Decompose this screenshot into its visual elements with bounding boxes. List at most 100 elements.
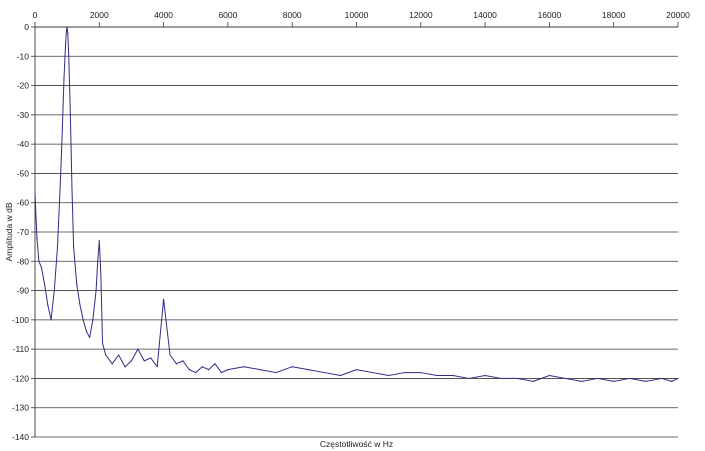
spectrum-data-point <box>105 354 107 356</box>
spectrum-data-point <box>72 246 75 248</box>
spectrum-data-point <box>130 360 133 362</box>
spectrum-data-point <box>71 187 73 189</box>
x-tick-label: 4000 <box>154 10 173 20</box>
spectrum-data-point <box>67 32 69 34</box>
spectrum-data-point <box>53 289 55 292</box>
x-tick-label: 0 <box>33 10 38 20</box>
spectrum-data-point <box>468 377 470 380</box>
spectrum-data-point <box>339 374 342 377</box>
x-tick-label: 2000 <box>90 10 109 20</box>
y-tick-label: -60 <box>17 198 30 208</box>
spectrum-data-point <box>76 284 78 286</box>
spectrum-data-point <box>323 371 325 374</box>
spectrum-data-point <box>34 193 36 195</box>
spectrum-data-point <box>117 354 120 356</box>
y-tick-label: -100 <box>12 315 29 325</box>
spectrum-data-point <box>645 380 647 382</box>
spectrum-data-point <box>188 369 190 371</box>
spectrum-data-point <box>169 354 171 356</box>
spectrum-data-point <box>38 260 40 262</box>
spectrum-data-point <box>629 377 631 380</box>
spectrum-data-point <box>82 319 84 321</box>
spectrum-data-point <box>61 128 63 131</box>
spectrum-data-point <box>137 348 139 350</box>
spectrum-data-point <box>95 289 97 292</box>
y-tick-label: -10 <box>17 51 30 61</box>
spectrum-data-point <box>532 380 534 382</box>
y-tick-label: -130 <box>12 403 29 413</box>
y-tick-label: -30 <box>17 110 30 120</box>
spectrum-data-point <box>195 371 197 374</box>
spectrum-data-point <box>516 377 518 380</box>
spectrum-data-point <box>500 377 502 380</box>
x-tick-label: 10000 <box>345 10 369 20</box>
spectrum-data-point <box>275 371 277 374</box>
spectrum-data-point <box>259 369 261 371</box>
spectrum-data-point <box>143 360 145 362</box>
spectrum-data-point <box>47 304 49 306</box>
spectrum-data-point <box>677 377 679 380</box>
spectrum-data-point <box>564 377 567 380</box>
spectrum-data-point <box>452 374 454 377</box>
spectrum-data-point <box>201 366 203 368</box>
series-layer <box>34 26 679 382</box>
spectrum-data-point <box>68 55 70 57</box>
spectrum-data-point <box>371 371 374 374</box>
spectrum-data-point <box>548 374 551 377</box>
y-tick-label: -140 <box>12 432 29 442</box>
y-tick-label: -90 <box>17 286 30 296</box>
axes <box>31 22 679 438</box>
x-tick-label: 14000 <box>473 10 497 20</box>
spectrum-data-point <box>163 298 165 300</box>
spectrum-data-point <box>64 43 67 46</box>
spectrum-data-point <box>101 342 104 344</box>
x-tick-label: 8000 <box>283 10 302 20</box>
spectrum-data-point <box>404 371 406 374</box>
spectrum-data-point <box>156 366 158 368</box>
spectrum-data-point <box>220 371 223 374</box>
x-tick-label: 20000 <box>666 10 690 20</box>
y-tick-label: -50 <box>17 168 30 178</box>
spectrum-data-point <box>50 319 52 321</box>
spectrum-data-point <box>40 266 43 268</box>
spectrum-data-point <box>388 374 390 377</box>
spectrum-data-point <box>85 330 88 333</box>
spectrum-data-point <box>150 357 152 359</box>
spectrum-data-point <box>580 380 583 382</box>
spectrum-data-point <box>243 366 245 368</box>
x-tick-label: 18000 <box>602 10 626 20</box>
spectrum-data-point <box>92 319 94 321</box>
spectrum-data-point <box>208 369 210 371</box>
spectrum-data-point <box>63 79 65 81</box>
spectrum-data-point <box>100 275 102 277</box>
spectrum-data-point <box>597 377 599 380</box>
spectrum-data-point <box>661 377 663 380</box>
y-tick-label: -40 <box>17 139 30 149</box>
spectrum-data-point <box>65 29 68 31</box>
spectrum-data-point <box>307 369 309 371</box>
x-tick-label: 16000 <box>538 10 562 20</box>
spectrum-data-point <box>436 374 438 377</box>
y-axis-title: Amplituda w dB <box>4 202 14 261</box>
spectrum-data-point <box>111 363 113 365</box>
x-axis-title: Częstotliwość w Hz <box>320 439 393 449</box>
spectrum-data-point <box>670 380 673 382</box>
y-tick-label: -20 <box>17 81 30 91</box>
x-tick-label: 12000 <box>409 10 433 20</box>
spectrum-data-point <box>97 260 99 262</box>
spectrum-data-point <box>613 380 615 382</box>
tick-labels: 0 -10 -20 -30 -40 -50 -60 -70 -80 -90 -100 -110 -120… <box>12 10 690 442</box>
spectrum-data-point <box>60 172 62 175</box>
spectrum-data-point <box>98 240 100 242</box>
y-tick-label: -110 <box>13 344 30 354</box>
spectrum-data-point <box>36 237 38 239</box>
spectrum-data-point <box>227 369 229 371</box>
spectrum-data-point <box>420 371 422 374</box>
spectrum-data-point <box>89 336 91 339</box>
spectrum-data-point <box>124 366 126 368</box>
spectrum-data-point <box>44 284 46 286</box>
spectrum-data-point <box>175 363 178 365</box>
spectrum-data-point <box>66 26 68 28</box>
